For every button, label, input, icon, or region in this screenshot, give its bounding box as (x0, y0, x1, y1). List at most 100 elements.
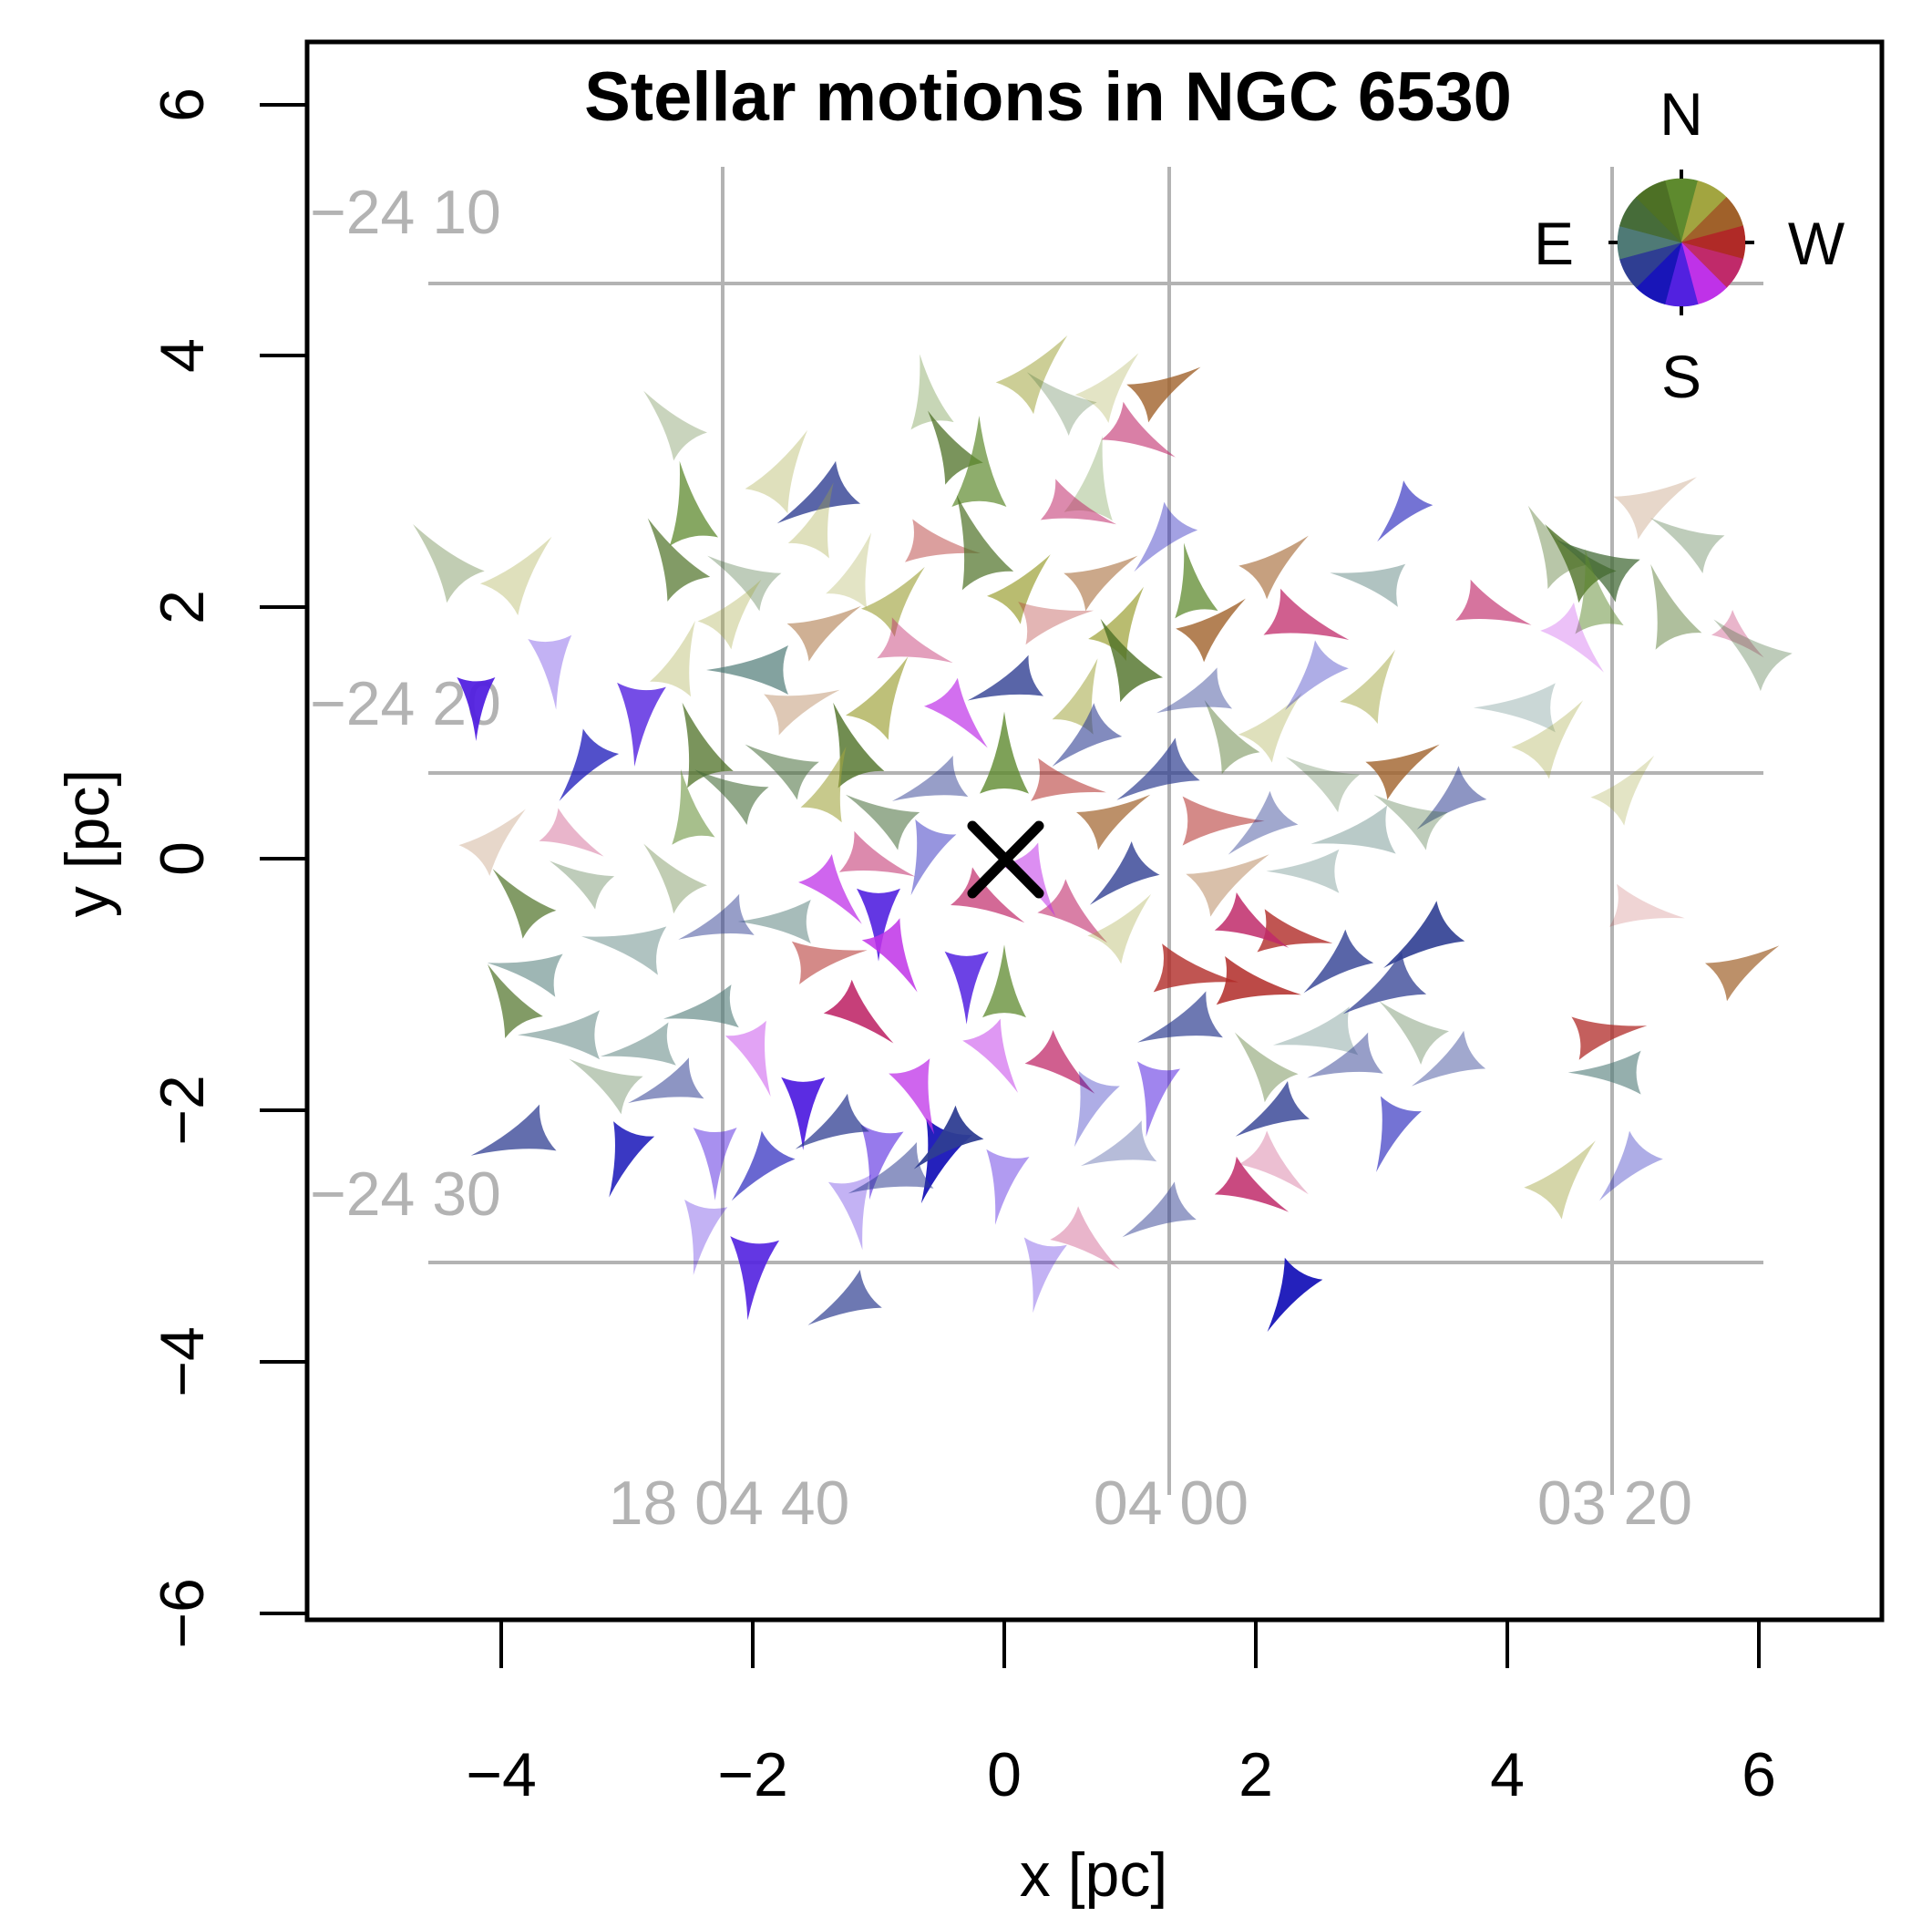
star-motion-marker (528, 634, 572, 710)
star-motion-marker (669, 460, 718, 546)
star-motion-marker (1024, 1030, 1095, 1094)
star-motion-marker (643, 390, 707, 461)
star-motion-marker (539, 808, 604, 857)
star-motion-marker (682, 702, 734, 788)
star-motion-marker (861, 566, 925, 637)
star-motion-marker (764, 689, 840, 736)
star-motion-marker (795, 1093, 869, 1149)
star-motion-marker (693, 1128, 737, 1201)
star-motion-marker (647, 518, 711, 602)
chart-title: Stellar motions in NGC 6530 (584, 58, 1512, 136)
star-motion-marker (944, 951, 989, 1025)
star-motion-marker (707, 555, 782, 612)
y-tick-label: 4 (148, 338, 217, 373)
x-axis (499, 1620, 1761, 1668)
star-motion-marker (838, 830, 916, 877)
star-motion-marker (745, 744, 819, 800)
star-motion-marker (672, 768, 715, 845)
star-motion-marker (1089, 841, 1160, 905)
star-motion-marker (807, 1270, 882, 1325)
star-motion-marker (1116, 737, 1200, 800)
star-motion-marker (1074, 1070, 1120, 1148)
star-markers (413, 335, 1793, 1333)
star-motion-marker (1040, 479, 1117, 525)
star-motion-marker (1285, 640, 1349, 711)
star-motion-marker (791, 941, 868, 984)
star-motion-marker (458, 809, 526, 876)
star-motion-marker (413, 524, 485, 603)
star-motion-marker (1050, 1206, 1120, 1270)
star-motion-marker (1511, 700, 1584, 779)
ra-label-3: 03 20 (1537, 1468, 1692, 1538)
star-motion-marker (1376, 1096, 1422, 1172)
star-motion-marker (470, 1104, 557, 1156)
star-motion-marker (951, 416, 1007, 507)
star-motion-marker (1377, 480, 1434, 542)
star-motion-marker (1524, 1140, 1596, 1220)
x-tick-label: 4 (1490, 1740, 1525, 1809)
star-motion-marker (559, 728, 620, 801)
star-motion-marker (643, 843, 707, 914)
compass-north-label: N (1660, 80, 1703, 148)
star-motion-marker (951, 867, 1025, 923)
star-motion-marker (982, 944, 1026, 1018)
star-motion-marker (1186, 854, 1269, 917)
star-motion-marker (487, 953, 563, 997)
star-motion-marker (1571, 1016, 1648, 1060)
star-motion-marker (1018, 602, 1094, 645)
star-motion-marker (581, 926, 667, 975)
star-motion-marker (1330, 563, 1406, 607)
star-motion-marker (913, 1105, 984, 1170)
star-motion-marker (1285, 757, 1361, 813)
star-motion-marker (848, 1142, 934, 1194)
star-motion-marker (1705, 945, 1780, 1002)
star-motion-marker (745, 429, 807, 514)
star-motion-marker (479, 536, 552, 616)
star-motion-marker (1340, 649, 1395, 724)
star-motion-marker (1175, 542, 1218, 619)
compass-east-label: E (1534, 210, 1574, 277)
star-motion-marker (737, 900, 811, 943)
star-motion-marker (1713, 619, 1793, 692)
star-motion-marker (956, 495, 1014, 591)
star-motion-marker (786, 605, 861, 662)
star-motion-marker (663, 984, 739, 1028)
star-motion-marker (1156, 667, 1233, 714)
y-tick-label: 6 (148, 88, 217, 122)
star-motion-marker (1064, 555, 1138, 612)
x-axis-title: x [pc] (1020, 1840, 1168, 1910)
compass-west-label: W (1788, 210, 1845, 277)
star-motion-marker (650, 620, 695, 697)
y-tick-label: −4 (148, 1326, 217, 1397)
star-motion-marker (1599, 1130, 1663, 1201)
star-motion-marker (1100, 618, 1163, 703)
star-motion-marker (1590, 755, 1655, 826)
star-motion-marker (1307, 1032, 1383, 1078)
star-motion-marker (1153, 943, 1238, 993)
star-motion-marker (1650, 563, 1702, 650)
star-motion-marker (1238, 1130, 1309, 1195)
star-motion-marker (845, 794, 920, 850)
star-motion-marker (1379, 1001, 1449, 1065)
star-motion-marker (1411, 1030, 1486, 1087)
star-motion-marker (1214, 1156, 1290, 1212)
star-motion-marker (1303, 929, 1374, 994)
star-motion-marker (1238, 692, 1302, 763)
star-motion-marker (827, 1174, 872, 1251)
compass-south-label: S (1661, 343, 1701, 410)
star-motion-marker (731, 1130, 796, 1201)
star-motion-marker (889, 1058, 935, 1135)
star-motion-marker (684, 1200, 728, 1275)
star-motion-marker (833, 702, 885, 788)
star-motion-marker (730, 1236, 780, 1321)
star-motion-marker (457, 677, 496, 741)
star-motion-marker (877, 617, 953, 664)
star-motion-marker (1037, 879, 1108, 943)
star-motion-marker (986, 1149, 1030, 1225)
star-motion-marker (1228, 790, 1299, 855)
star-motion-marker (1176, 598, 1246, 663)
star-motion-marker (1373, 794, 1448, 850)
star-motion-marker (678, 893, 755, 940)
y-tick-label: 0 (148, 841, 217, 876)
star-motion-marker (910, 819, 957, 896)
